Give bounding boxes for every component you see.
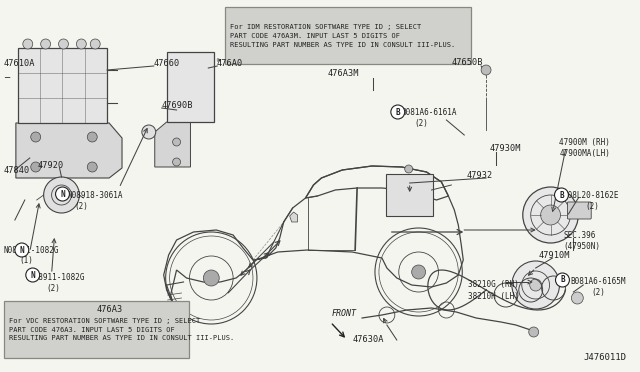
Circle shape (572, 292, 583, 304)
Circle shape (26, 268, 40, 282)
Circle shape (87, 162, 97, 172)
Text: 47630A: 47630A (352, 336, 383, 344)
Text: (2): (2) (591, 289, 605, 298)
Text: B081A6-6161A: B081A6-6161A (402, 108, 457, 116)
Text: For VDC RESTORATION SOFTWARE TYPE ID ; SELECT
PART CODE 476A3. INPUT LAST 5 DIGI: For VDC RESTORATION SOFTWARE TYPE ID ; S… (9, 317, 234, 341)
Text: (1): (1) (20, 257, 34, 266)
Text: (2): (2) (47, 285, 61, 294)
Text: 476A0: 476A0 (216, 58, 243, 67)
Text: 38210G (RH): 38210G (RH) (468, 280, 519, 289)
Text: For IDM RESTORATION SOFTWARE TYPE ID ; SELECT
PART CODE 476A3M. INPUT LAST 5 DIG: For IDM RESTORATION SOFTWARE TYPE ID ; S… (230, 23, 456, 48)
Circle shape (412, 265, 426, 279)
FancyBboxPatch shape (4, 301, 189, 358)
Text: 47610A: 47610A (4, 58, 35, 67)
Text: (47950N): (47950N) (563, 241, 600, 250)
Circle shape (530, 279, 541, 291)
Text: J476011D: J476011D (584, 353, 627, 362)
Circle shape (556, 273, 570, 287)
Circle shape (529, 327, 539, 337)
Text: 47650B: 47650B (451, 58, 483, 67)
Text: N08911-1082G: N08911-1082G (29, 273, 85, 282)
Text: SEC.396: SEC.396 (563, 231, 596, 240)
Polygon shape (16, 123, 122, 178)
Circle shape (31, 132, 41, 142)
Circle shape (404, 165, 413, 173)
Circle shape (204, 270, 220, 286)
Circle shape (523, 187, 579, 243)
Text: 47900M (RH): 47900M (RH) (559, 138, 611, 147)
Circle shape (41, 39, 51, 49)
Circle shape (173, 138, 180, 146)
Circle shape (44, 177, 79, 213)
Polygon shape (155, 122, 191, 167)
Text: 47932: 47932 (466, 170, 493, 180)
Text: N: N (31, 270, 35, 279)
Circle shape (31, 162, 41, 172)
Circle shape (481, 65, 491, 75)
Circle shape (554, 188, 568, 202)
Text: B: B (559, 190, 564, 199)
Text: 47900MA(LH): 47900MA(LH) (559, 148, 611, 157)
Text: N08911-1082G: N08911-1082G (4, 246, 60, 254)
Text: (2): (2) (415, 119, 429, 128)
FancyBboxPatch shape (386, 174, 433, 216)
Circle shape (56, 187, 69, 201)
Text: 47910M: 47910M (539, 250, 570, 260)
Text: N: N (19, 246, 24, 254)
Circle shape (90, 39, 100, 49)
Circle shape (15, 243, 29, 257)
Circle shape (541, 205, 561, 225)
Circle shape (76, 39, 86, 49)
Text: N: N (60, 189, 65, 199)
Circle shape (142, 125, 156, 139)
Text: B: B (396, 108, 400, 116)
Text: 47920: 47920 (38, 160, 64, 170)
Text: ─: ─ (4, 74, 9, 83)
Circle shape (23, 39, 33, 49)
FancyBboxPatch shape (18, 48, 107, 123)
Text: FRONT: FRONT (332, 309, 356, 318)
Text: B: B (560, 276, 564, 285)
Text: B081A6-6165M: B081A6-6165M (570, 278, 626, 286)
Polygon shape (290, 212, 298, 222)
Circle shape (512, 261, 559, 309)
FancyBboxPatch shape (225, 7, 471, 64)
Text: 47840: 47840 (4, 166, 30, 174)
Text: (2): (2) (585, 202, 599, 211)
Circle shape (391, 105, 404, 119)
FancyBboxPatch shape (568, 202, 591, 219)
Text: 476A3: 476A3 (96, 305, 122, 314)
Text: 476A3M: 476A3M (327, 68, 359, 77)
Circle shape (87, 132, 97, 142)
Text: 47930M: 47930M (490, 144, 522, 153)
Text: 38210H (LH): 38210H (LH) (468, 292, 519, 301)
Circle shape (173, 158, 180, 166)
Text: B08L20-8162E: B08L20-8162E (563, 190, 619, 199)
Text: 47660: 47660 (154, 58, 180, 67)
Text: N08918-3061A: N08918-3061A (67, 190, 123, 199)
FancyBboxPatch shape (166, 52, 214, 122)
Text: 47690B: 47690B (162, 100, 193, 109)
Text: (2): (2) (74, 202, 88, 211)
Circle shape (58, 39, 68, 49)
